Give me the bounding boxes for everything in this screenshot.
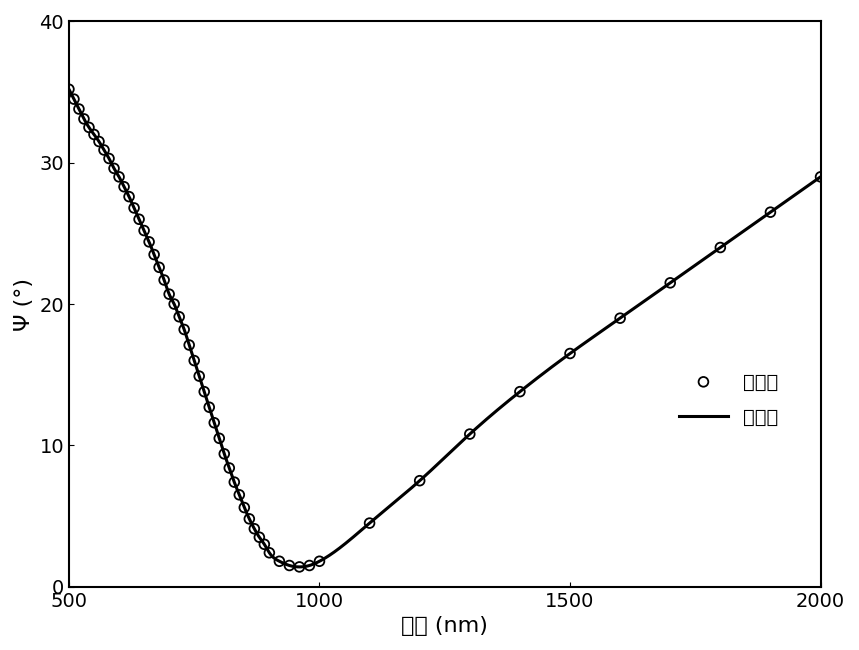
- 拟合值: [102, 151, 113, 159]
- 实验值: [222, 463, 236, 473]
- 实验值: [187, 356, 201, 366]
- 实验值: [313, 556, 326, 566]
- 实验值: [463, 429, 477, 439]
- 实验值: [258, 539, 271, 549]
- 实验值: [97, 145, 111, 155]
- 实验值: [177, 324, 191, 335]
- 实验值: [217, 448, 231, 459]
- 实验值: [182, 340, 196, 350]
- 实验值: [107, 163, 121, 174]
- 实验值: [198, 387, 211, 397]
- 拟合值: [430, 463, 440, 471]
- 实验值: [143, 237, 156, 247]
- 实验值: [663, 278, 677, 288]
- 实验值: [102, 153, 116, 164]
- 实验值: [263, 547, 277, 558]
- 实验值: [67, 94, 81, 104]
- 实验值: [92, 136, 106, 147]
- 实验值: [122, 192, 136, 202]
- 实验值: [132, 214, 146, 224]
- 实验值: [242, 514, 256, 524]
- 拟合值: [794, 188, 804, 196]
- 实验值: [283, 560, 296, 571]
- 拟合值: [656, 285, 667, 293]
- 拟合值: [295, 563, 305, 571]
- 实验值: [127, 203, 141, 213]
- 拟合值: [815, 173, 825, 181]
- 实验值: [137, 226, 151, 236]
- 拟合值: [410, 481, 420, 489]
- 实验值: [117, 181, 131, 192]
- 实验值: [513, 387, 527, 397]
- Legend: 实验值, 拟合值: 实验值, 拟合值: [669, 363, 789, 437]
- 实验值: [203, 402, 216, 412]
- 实验值: [247, 523, 261, 534]
- 实验值: [77, 114, 91, 124]
- Line: 拟合值: 拟合值: [69, 89, 820, 567]
- 实验值: [157, 275, 171, 285]
- 实验值: [613, 313, 627, 323]
- Y-axis label: Ψ (°): Ψ (°): [14, 278, 34, 331]
- 实验值: [62, 84, 76, 94]
- 实验值: [228, 477, 241, 488]
- 实验值: [302, 560, 316, 571]
- 实验值: [162, 289, 176, 300]
- 实验值: [168, 299, 181, 309]
- 实验值: [113, 172, 126, 182]
- 实验值: [147, 250, 161, 260]
- 实验值: [173, 311, 186, 322]
- 实验值: [87, 129, 101, 140]
- 实验值: [764, 207, 777, 217]
- 实验值: [272, 556, 286, 566]
- 实验值: [233, 489, 247, 500]
- 拟合值: [64, 85, 74, 93]
- 实验值: [813, 172, 827, 182]
- 实验值: [72, 104, 86, 114]
- 实验值: [82, 122, 96, 133]
- 实验值: [293, 562, 307, 572]
- 实验值: [564, 348, 577, 359]
- 实验值: [413, 476, 427, 486]
- 实验值: [207, 417, 221, 428]
- 实验值: [362, 518, 376, 528]
- 实验值: [152, 262, 166, 272]
- 实验值: [192, 371, 206, 382]
- 实验值: [237, 502, 251, 513]
- 实验值: [714, 242, 728, 253]
- X-axis label: 波长 (nm): 波长 (nm): [401, 616, 488, 636]
- 实验值: [253, 532, 266, 543]
- 实验值: [212, 433, 226, 443]
- 拟合值: [794, 188, 804, 196]
